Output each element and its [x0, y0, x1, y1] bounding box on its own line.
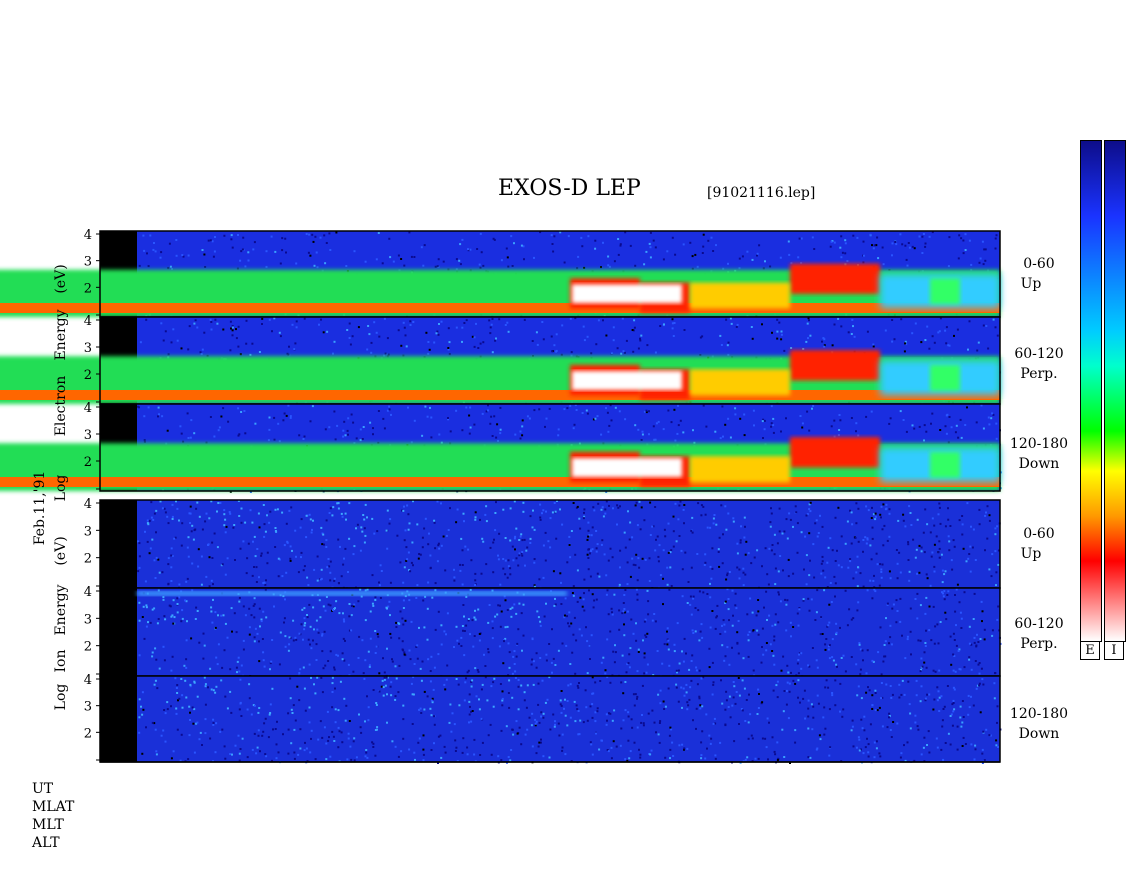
- file-name: [91021116.lep]: [707, 185, 816, 201]
- ytick-label-panel-5-2: 2: [84, 726, 92, 741]
- ytick-label-panel-0-2: 2: [84, 281, 92, 296]
- ylabel-electron-log: Log: [53, 474, 69, 502]
- colorbar-electron: [1080, 140, 1102, 642]
- row-label-mlat: MLAT: [32, 799, 75, 815]
- ytick-label-panel-4-2: 2: [84, 640, 92, 655]
- ylabel-ion-energy: Energy: [53, 584, 69, 636]
- panel-5-noise: [138, 676, 1002, 764]
- ylabel-ion-log: Log: [53, 683, 69, 711]
- row-label-mlt: MLT: [32, 817, 64, 833]
- ytick-label-panel-1-3: 3: [84, 341, 92, 356]
- panel-0-burst: [0, 263, 1000, 317]
- ytick-label-panel-5-3: 3: [84, 700, 92, 715]
- ytick-label-panel-1-2: 2: [84, 368, 92, 383]
- chart-title: EXOS-D LEP: [498, 176, 641, 201]
- panel-4-burst: [137, 591, 567, 596]
- ylabel-electron-unit: (eV): [53, 264, 69, 294]
- panel-4-dead-zone: [100, 588, 137, 676]
- ytick-label-panel-3-2: 2: [84, 552, 92, 567]
- ytick-label-panel-0-4: 4: [84, 228, 92, 243]
- ytick-label-panel-1-4: 4: [84, 314, 92, 329]
- panel-label-i-perp-dir: Perp.: [1020, 636, 1058, 652]
- panel-label-i-perp-pitch: 60-120: [1014, 616, 1064, 632]
- ylabel-ion-unit: (eV): [53, 536, 69, 566]
- colorbar-label-ion: I: [1104, 641, 1124, 660]
- panel-label-i-up-pitch: 0-60: [1023, 526, 1055, 542]
- panel-label-i-down-dir: Down: [1018, 726, 1060, 742]
- panel-3-background: [137, 500, 1000, 588]
- ytick-label-panel-5-4: 4: [84, 673, 92, 688]
- ytick-label-panel-3-4: 4: [84, 497, 92, 512]
- panel-4-background: [137, 588, 1000, 676]
- panel-label-e-perp-dir: Perp.: [1020, 366, 1058, 382]
- ytick-label-panel-2-3: 3: [84, 428, 92, 443]
- ytick-label-panel-2-4: 4: [84, 401, 92, 416]
- colorbar-ion: [1104, 140, 1126, 642]
- panel-4-noise: [138, 588, 1002, 678]
- panel-label-e-down-dir: Down: [1018, 456, 1060, 472]
- colorbar-label-electron: E: [1080, 641, 1100, 660]
- row-label-ut: UT: [32, 781, 54, 797]
- ytick-label-panel-3-3: 3: [84, 524, 92, 539]
- panel-label-i-down-pitch: 120-180: [1009, 706, 1069, 722]
- ytick-label-panel-0-3: 3: [84, 255, 92, 270]
- ytick-label-panel-4-4: 4: [84, 585, 92, 600]
- panel-3-dead-zone: [100, 500, 137, 588]
- row-label-alt: ALT: [32, 835, 60, 851]
- panel-label-e-perp-pitch: 60-120: [1014, 346, 1064, 362]
- panel-label-e-down-pitch: 120-180: [1009, 436, 1069, 452]
- panel-5-dead-zone: [100, 676, 137, 762]
- ylabel-ion-word: Ion: [53, 649, 69, 673]
- ytick-label-panel-2-2: 2: [84, 455, 92, 470]
- ytick-label-panel-4-3: 3: [84, 612, 92, 627]
- panel-2-border: [99, 403, 1001, 492]
- panel-label-i-up-dir: Up: [1020, 546, 1042, 562]
- panel-label-e-up-pitch: 0-60: [1023, 256, 1055, 272]
- panel-3-noise: [137, 500, 1001, 590]
- ylabel-electron-energy: Energy: [53, 309, 69, 361]
- panel-label-e-up-dir: Up: [1020, 276, 1042, 292]
- ylabel-electron-word: Electron: [53, 375, 69, 437]
- panel-1-burst: [0, 350, 1000, 404]
- panel-2-burst: [0, 437, 1000, 491]
- date-label: Feb.11,'91: [32, 470, 48, 546]
